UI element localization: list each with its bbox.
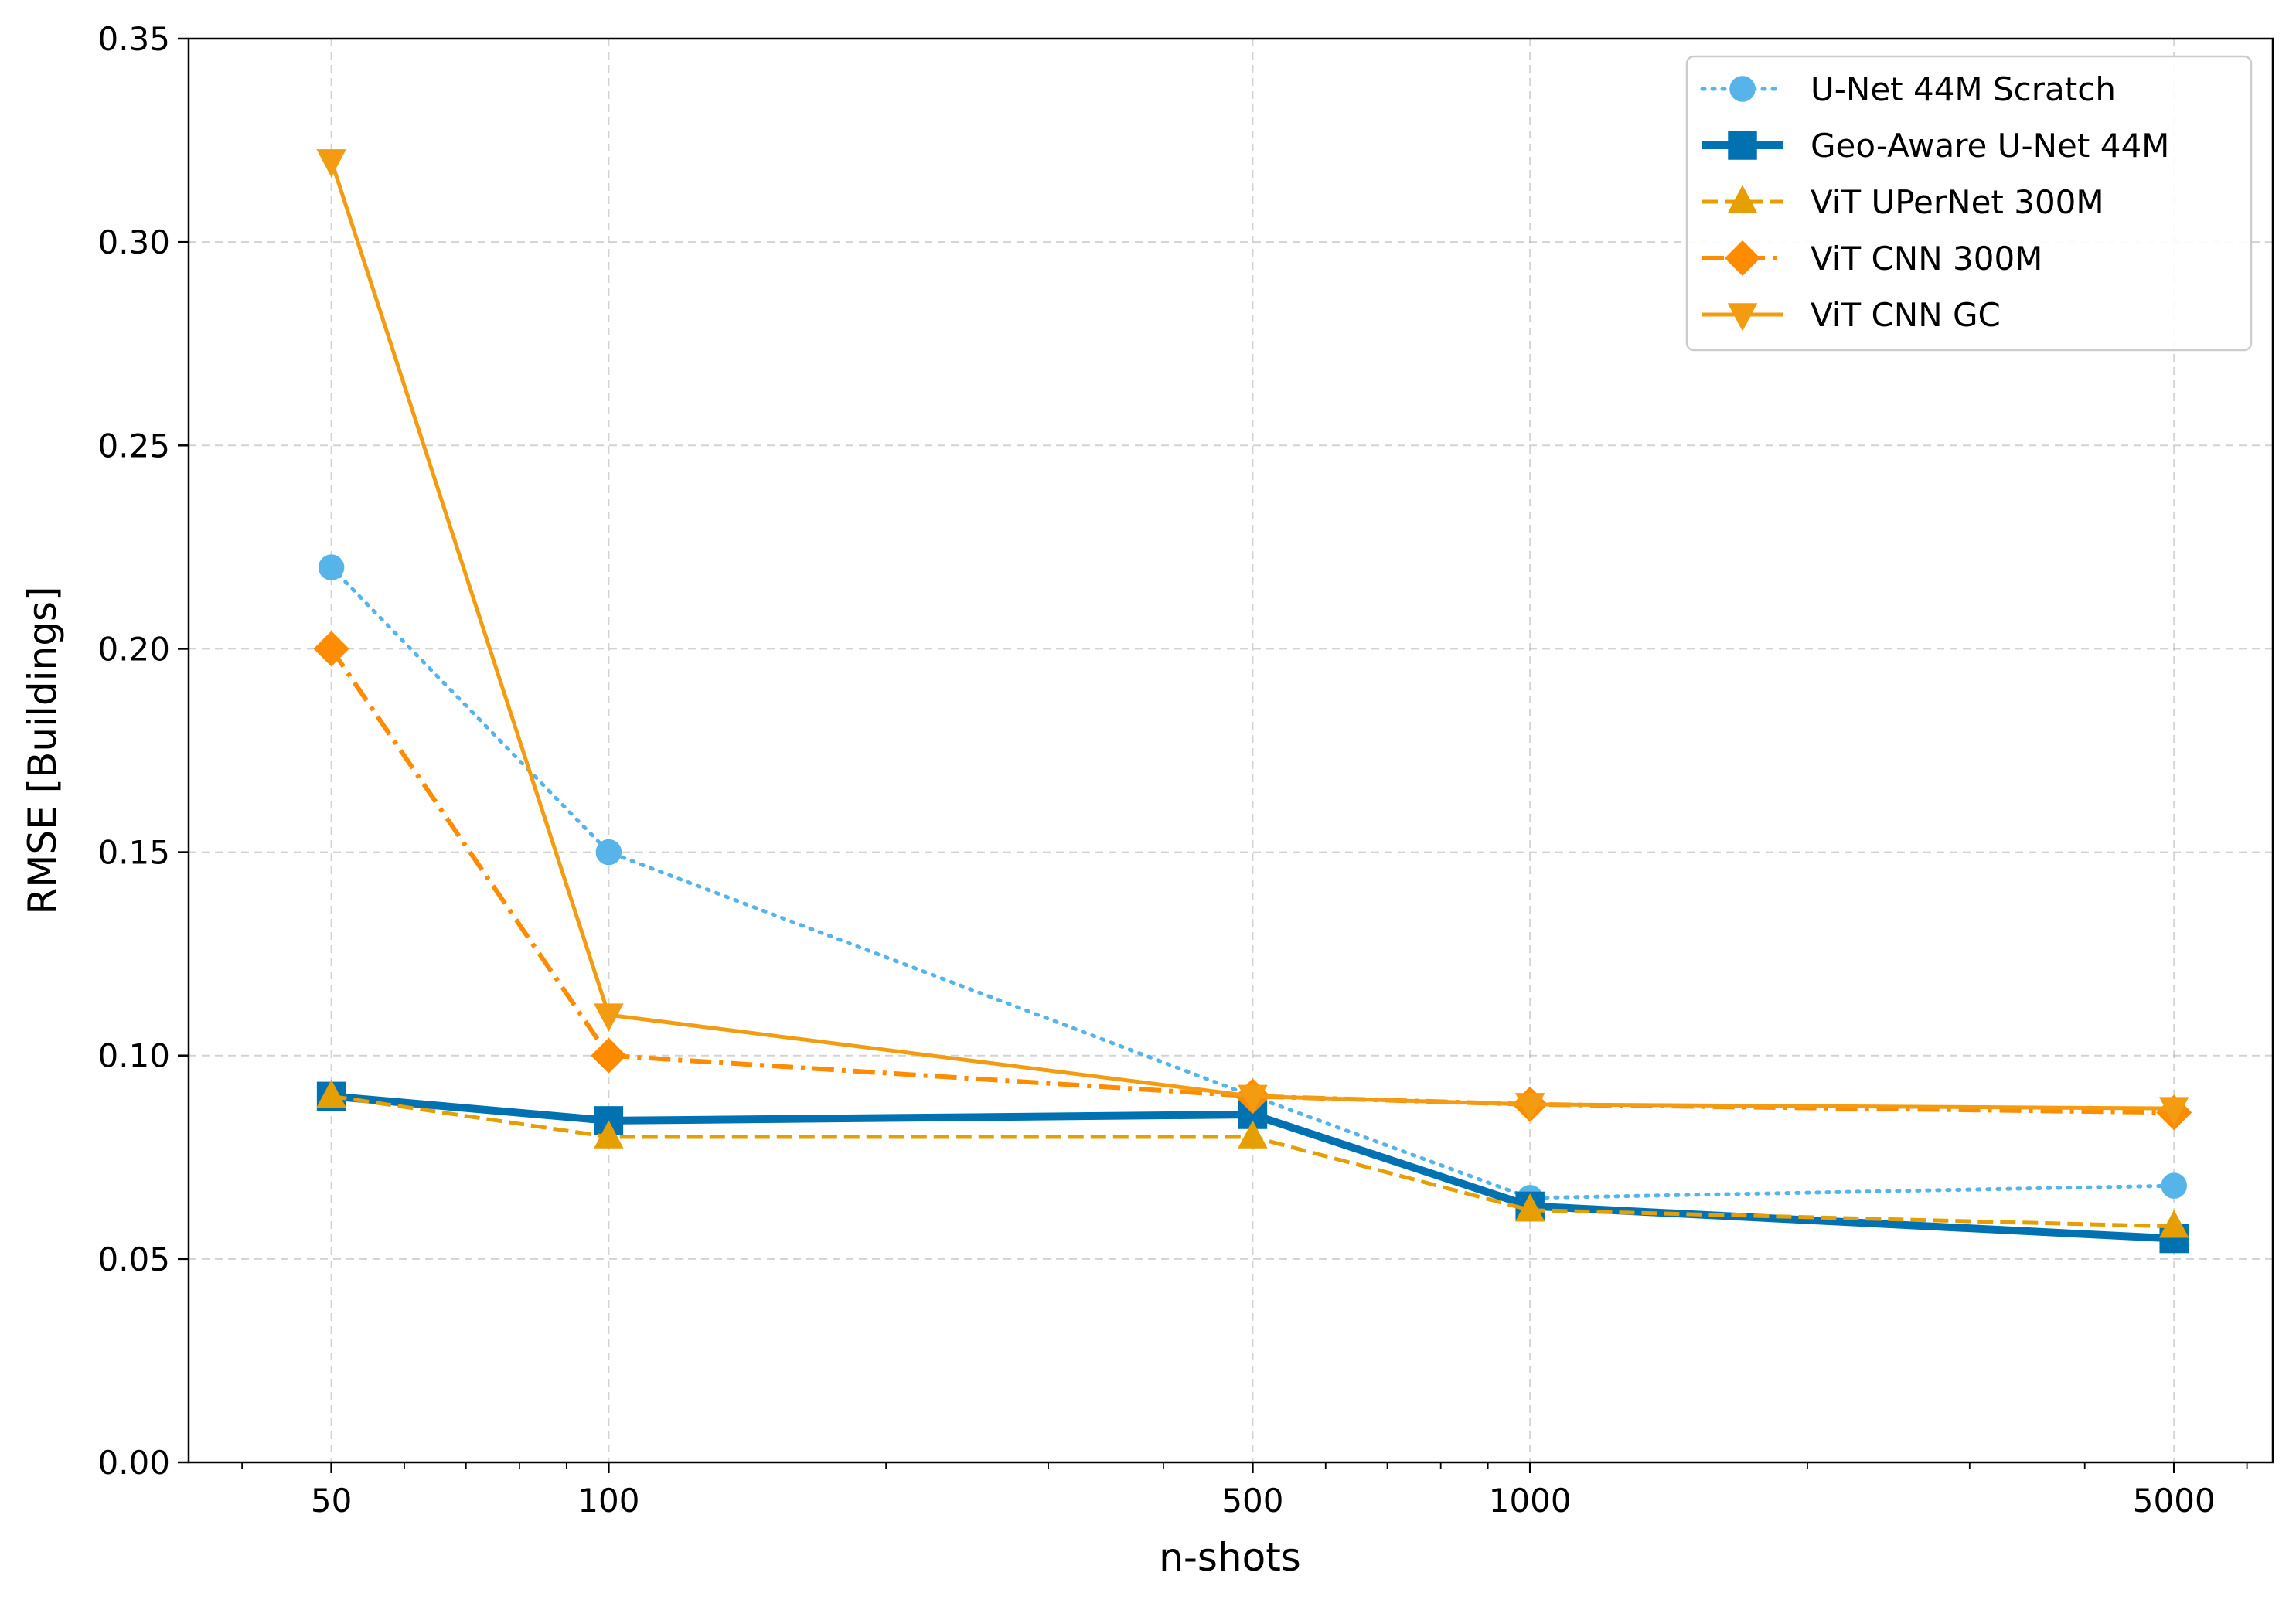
x-tick-label: 100: [577, 1482, 639, 1520]
data-point: [316, 149, 346, 178]
data-point: [2161, 1172, 2187, 1199]
x-tick-label: 5000: [2133, 1482, 2216, 1520]
series-2: [316, 1079, 2189, 1238]
legend-marker: [1729, 76, 1756, 102]
y-tick-label: 0.05: [97, 1241, 170, 1278]
legend-label: ViT CNN GC: [1811, 296, 2001, 334]
data-point: [1514, 1193, 1545, 1222]
y-tick-label: 0.35: [97, 20, 170, 58]
legend-marker: [1728, 131, 1757, 160]
legend-label: ViT CNN 300M: [1811, 240, 2042, 277]
data-point: [595, 839, 622, 866]
legend: U-Net 44M Scratch Geo-Aware U-Net 44M ViT …: [1685, 55, 2253, 352]
x-tick-label: 500: [1221, 1482, 1283, 1520]
x-axis-label: n-shots: [1159, 1535, 1301, 1580]
legend-marker: [1724, 240, 1761, 277]
y-tick-label: 0.00: [97, 1444, 170, 1482]
y-axis-label: RMSE [Buildings]: [20, 587, 65, 915]
data-point: [318, 554, 345, 580]
legend-marker: [1727, 303, 1758, 332]
data-point: [1238, 1120, 1268, 1149]
data-point: [1514, 1093, 1545, 1121]
data-point: [316, 1079, 346, 1108]
y-tick-label: 0.20: [97, 630, 170, 668]
x-tick-label: 50: [311, 1482, 352, 1520]
data-point: [2158, 1097, 2189, 1125]
axes-ticks: 50 100 500 1000 5000 0.00 0.05 0.10 0.15 0.20 0.25…: [97, 20, 2248, 1520]
y-tick-label: 0.30: [97, 223, 170, 261]
data-point: [313, 631, 349, 667]
data-point: [1238, 1084, 1268, 1113]
x-tick-label: 1000: [1489, 1482, 1572, 1520]
y-tick-label: 0.25: [97, 427, 170, 465]
legend-label: ViT UPerNet 300M: [1811, 183, 2104, 221]
legend-marker: [1727, 185, 1758, 213]
legend-frame: [1685, 55, 2253, 352]
series-group: [313, 149, 2192, 1254]
legend-label: Geo-Aware U-Net 44M: [1811, 127, 2169, 165]
data-point: [2158, 1210, 2189, 1238]
series-4: [316, 149, 2189, 1125]
y-tick-label: 0.15: [97, 834, 170, 872]
data-point: [594, 1120, 624, 1149]
data-point: [594, 1003, 624, 1032]
legend-label: U-Net 44M Scratch: [1811, 70, 2116, 108]
data-point: [591, 1037, 627, 1074]
y-tick-label: 0.10: [97, 1037, 170, 1075]
plot-frame: [187, 37, 2274, 1464]
